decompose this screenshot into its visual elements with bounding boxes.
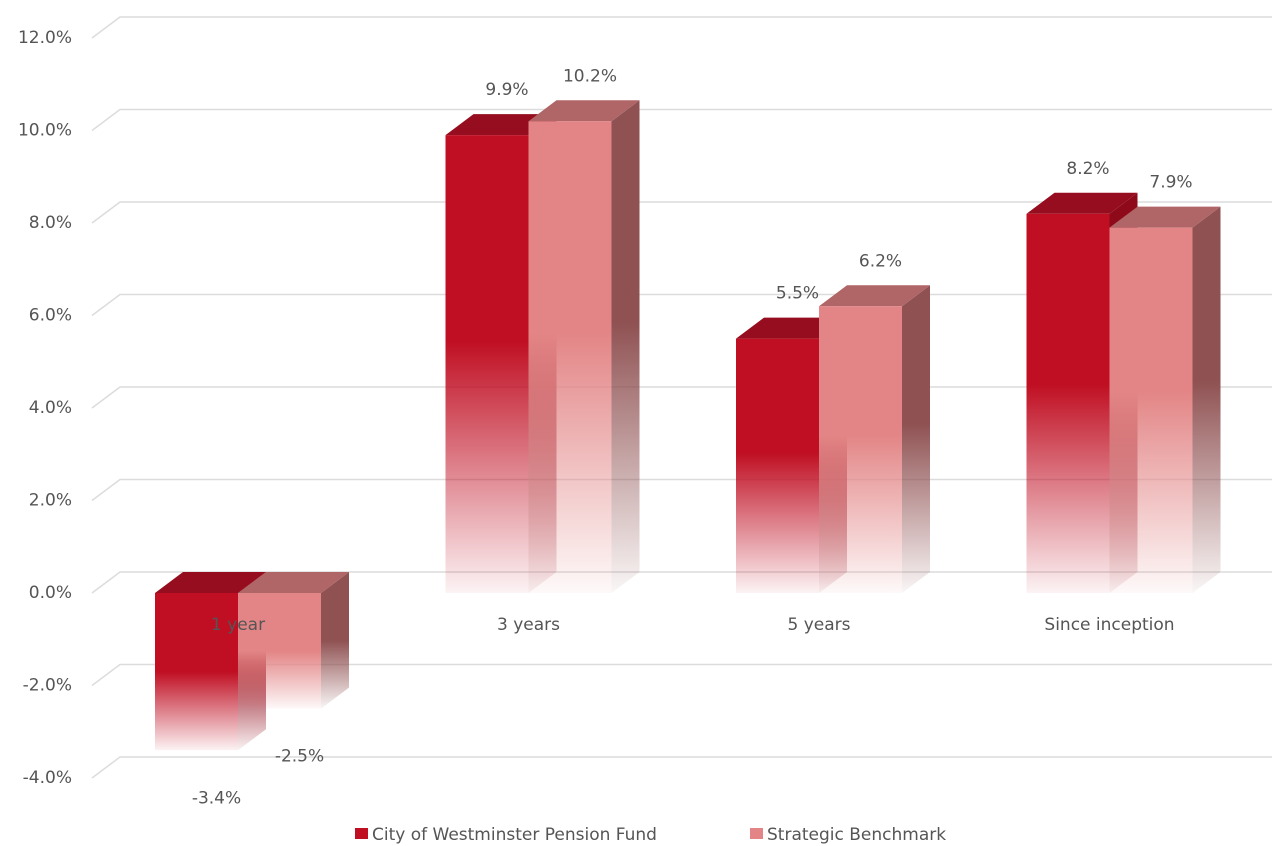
y-tick-label: 12.0% bbox=[18, 28, 72, 48]
bar bbox=[819, 306, 902, 593]
grid-line bbox=[91, 201, 1272, 224]
bar-side bbox=[902, 285, 930, 593]
bar-top bbox=[1026, 192, 1138, 214]
y-tick-label: 8.0% bbox=[29, 213, 72, 233]
bar bbox=[155, 593, 238, 751]
grid-line bbox=[91, 108, 1272, 132]
bar-top bbox=[528, 100, 640, 122]
x-tick-label: 5 years bbox=[787, 615, 850, 635]
value-label: 8.2% bbox=[1066, 159, 1109, 179]
bar-top bbox=[819, 285, 930, 307]
bar bbox=[238, 593, 321, 709]
value-label: 7.9% bbox=[1149, 173, 1192, 193]
legend-swatch bbox=[355, 828, 368, 839]
bar bbox=[1109, 227, 1193, 593]
bar bbox=[1026, 213, 1110, 593]
y-tick-label: -4.0% bbox=[23, 768, 72, 788]
y-tick-label: 2.0% bbox=[29, 491, 72, 511]
legend-label: Strategic Benchmark bbox=[767, 825, 946, 845]
y-tick-label: 0.0% bbox=[29, 583, 72, 603]
grid-line bbox=[91, 16, 1272, 39]
bar bbox=[736, 338, 819, 593]
x-tick-label: 3 years bbox=[497, 615, 560, 635]
value-label: -3.4% bbox=[192, 788, 241, 808]
x-tick-label: 1 year bbox=[211, 615, 265, 635]
y-tick-label: 6.0% bbox=[29, 306, 72, 326]
bar-side bbox=[611, 100, 640, 593]
bar-top bbox=[238, 572, 349, 593]
bar bbox=[445, 135, 529, 593]
grid-line bbox=[91, 663, 1272, 687]
value-label: 9.9% bbox=[485, 80, 528, 100]
y-tick-label: 4.0% bbox=[29, 398, 72, 418]
value-label: -2.5% bbox=[275, 747, 324, 767]
legend-swatch bbox=[750, 828, 763, 839]
value-label: 5.5% bbox=[776, 284, 819, 304]
value-label: 10.2% bbox=[563, 66, 617, 86]
y-tick-label: 10.0% bbox=[18, 121, 72, 141]
bar-top bbox=[1109, 206, 1221, 228]
bar-side bbox=[321, 572, 349, 709]
grid-line bbox=[91, 756, 1272, 779]
y-tick-label: -2.0% bbox=[23, 676, 72, 696]
bar bbox=[528, 121, 612, 593]
value-label: 6.2% bbox=[859, 251, 902, 271]
legend-label: City of Westminster Pension Fund bbox=[372, 825, 657, 845]
bar-side bbox=[1192, 206, 1221, 593]
x-tick-label: Since inception bbox=[1044, 615, 1174, 635]
bar-top bbox=[155, 572, 266, 593]
